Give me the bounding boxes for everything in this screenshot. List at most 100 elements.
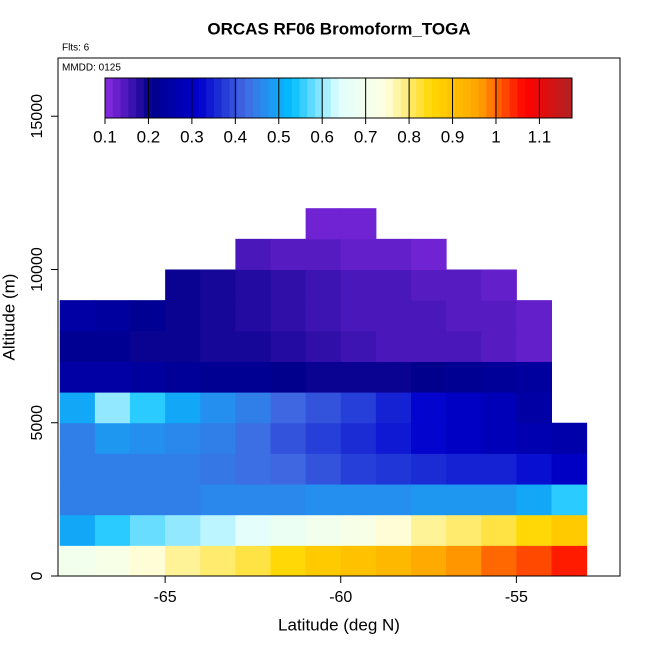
heat-cell [165, 300, 201, 332]
heat-cell [200, 269, 236, 301]
heat-cell [270, 361, 307, 393]
heat-cell [411, 269, 447, 301]
annotation: Flts: 6 [62, 43, 90, 54]
heat-cell [411, 422, 447, 454]
heat-cell [340, 453, 377, 485]
heat-cell [375, 453, 412, 485]
heat-cell [446, 514, 482, 546]
colorbar-tick-label: 0.8 [397, 127, 421, 146]
heat-cell [305, 422, 342, 454]
heat-cell [375, 422, 412, 454]
colorbar-swatch [338, 78, 347, 118]
heat-cell [481, 300, 517, 332]
colorbar-swatch [533, 78, 542, 118]
colorbar-swatch [431, 78, 441, 118]
colorbar-swatch [470, 78, 480, 118]
heat-cell [200, 484, 236, 516]
colorbar-swatch [540, 78, 550, 118]
colorbar-swatch [284, 78, 293, 118]
colorbar-swatch [315, 78, 324, 118]
heat-cell [516, 514, 553, 546]
colorbar-swatch [564, 78, 573, 118]
colorbar-swatch [346, 78, 355, 118]
heat-cell [375, 269, 412, 301]
heat-cell [165, 514, 201, 546]
x-tick-label: -65 [154, 589, 177, 606]
colorbar-swatch [369, 78, 378, 118]
heat-cell [411, 238, 447, 270]
heat-cell [235, 269, 272, 301]
heat-cell [516, 392, 553, 424]
heat-cell [551, 514, 588, 546]
colorbar-swatch [190, 78, 199, 118]
chart-title: ORCAS RF06 Bromoform_TOGA [207, 19, 470, 38]
heat-cell [375, 484, 412, 516]
colorbar-tick-label: 0.9 [441, 127, 465, 146]
colorbar-tick-label: 0.1 [93, 127, 117, 146]
heat-cell [516, 422, 553, 454]
x-tick-label: -55 [505, 589, 528, 606]
colorbar-swatch [392, 78, 402, 118]
heat-cell [446, 392, 482, 424]
heat-cell [235, 300, 272, 332]
heat-cell [551, 484, 588, 516]
y-axis-label: Altitude (m) [0, 274, 18, 361]
colorbar-swatch [424, 78, 433, 118]
colorbar-swatch [400, 78, 410, 118]
heat-cell [340, 422, 377, 454]
colorbar-swatch [463, 78, 472, 118]
heat-cell [235, 545, 272, 577]
heat-cell [481, 392, 517, 424]
colorbar-swatch [198, 78, 207, 118]
heat-cell [375, 514, 412, 546]
heat-cell [94, 453, 131, 485]
heat-cell [200, 545, 236, 577]
y-tick-label: 10000 [29, 247, 46, 292]
heat-cell [481, 269, 517, 301]
heat-cell [305, 545, 342, 577]
heat-cell [481, 361, 517, 393]
colorbar-tick-label: 1.1 [528, 127, 552, 146]
heat-cell [270, 392, 307, 424]
heat-cell [446, 545, 482, 577]
heat-cell [59, 514, 96, 546]
colorbar-swatch [136, 78, 145, 118]
heat-cell [481, 514, 517, 546]
colorbar-tick-label: 0.3 [180, 127, 204, 146]
heat-cell [94, 545, 131, 577]
heat-cell [200, 361, 236, 393]
colorbar-swatch [128, 78, 137, 118]
heat-cell [200, 514, 236, 546]
heat-cell [305, 514, 342, 546]
heat-cell [94, 484, 131, 516]
heat-cell [94, 300, 131, 332]
heat-cell [411, 545, 447, 577]
heat-cell [411, 300, 447, 332]
heat-cell [235, 330, 272, 362]
heat-cell [305, 361, 342, 393]
heat-cell [516, 330, 553, 362]
heat-cell [340, 545, 377, 577]
colorbar-tick-label: 0.7 [354, 127, 378, 146]
heat-cell [305, 453, 342, 485]
heat-cell [305, 300, 342, 332]
colorbar-swatch [509, 78, 519, 118]
colorbar-swatch [525, 78, 534, 118]
colorbar-frame [104, 77, 573, 119]
colorbar-swatch [206, 78, 215, 118]
heat-cell [375, 300, 412, 332]
colorbar-swatch [439, 78, 448, 118]
heat-cell [411, 484, 447, 516]
heat-cell [340, 392, 377, 424]
plot-frame [57, 57, 621, 577]
colorbar-swatch [291, 78, 301, 118]
heat-cell [340, 330, 377, 362]
colorbar-swatch [213, 78, 223, 118]
colorbar-swatch [486, 78, 495, 118]
colorbar-swatch [151, 78, 160, 118]
colorbar-swatch [455, 78, 464, 118]
heat-cell [235, 484, 272, 516]
heat-cell [130, 514, 166, 546]
heat-cell [59, 392, 96, 424]
